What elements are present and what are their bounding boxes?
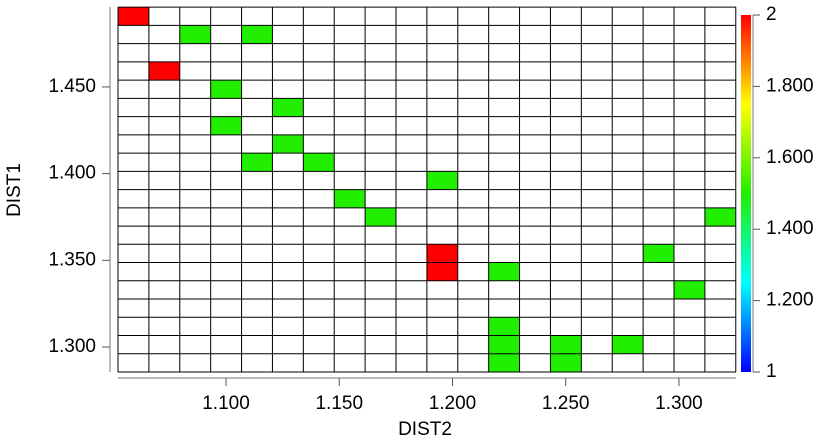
heat-cell <box>334 189 366 208</box>
heat-cell <box>241 25 273 44</box>
heat-cell <box>179 25 211 44</box>
heat-cell <box>241 153 273 172</box>
heat-cell <box>612 335 644 354</box>
heat-cell <box>643 244 674 263</box>
y-tick-label: 1.350 <box>48 249 96 270</box>
heat-cell <box>488 335 520 354</box>
heat-cell <box>673 280 705 299</box>
colorbar <box>741 15 751 372</box>
colorbar-tick-label: 1.400 <box>766 218 814 239</box>
colorbar-tick-label: 1.800 <box>766 75 814 96</box>
heat-cell <box>117 7 149 26</box>
heat-cell <box>426 244 458 263</box>
heat-cell <box>148 61 180 80</box>
heat-cell <box>704 207 736 226</box>
heat-cell <box>426 171 458 190</box>
heat-cell <box>488 317 520 336</box>
heat-cell <box>272 134 304 153</box>
y-tick-label: 1.300 <box>48 336 96 357</box>
colorbar-tick-label: 1 <box>766 361 777 382</box>
heat-cell <box>365 207 396 226</box>
y-tick-label: 1.400 <box>48 163 96 184</box>
colorbar-tick-label: 1.600 <box>766 147 814 168</box>
y-tick-label: 1.450 <box>48 76 96 97</box>
heat-cell <box>272 98 304 117</box>
heat-cell <box>488 262 520 281</box>
colorbar-tick-label: 2 <box>766 4 777 25</box>
x-axis-label: DIST2 <box>398 419 452 440</box>
x-tick-label: 1.200 <box>429 393 477 414</box>
heat-cell <box>550 353 582 372</box>
heat-cell <box>303 153 335 172</box>
y-axis-label: DIST1 <box>4 163 25 217</box>
heat-cell <box>210 80 242 99</box>
x-tick-label: 1.250 <box>542 393 590 414</box>
heat-cell <box>550 335 582 354</box>
heat-cell <box>488 353 520 372</box>
colorbar-tick-label: 1.200 <box>766 290 814 311</box>
x-tick-label: 1.300 <box>655 393 703 414</box>
heat-cell <box>210 116 242 135</box>
heat-cell <box>426 262 458 281</box>
x-tick-label: 1.150 <box>315 393 363 414</box>
x-tick-label: 1.100 <box>202 393 250 414</box>
